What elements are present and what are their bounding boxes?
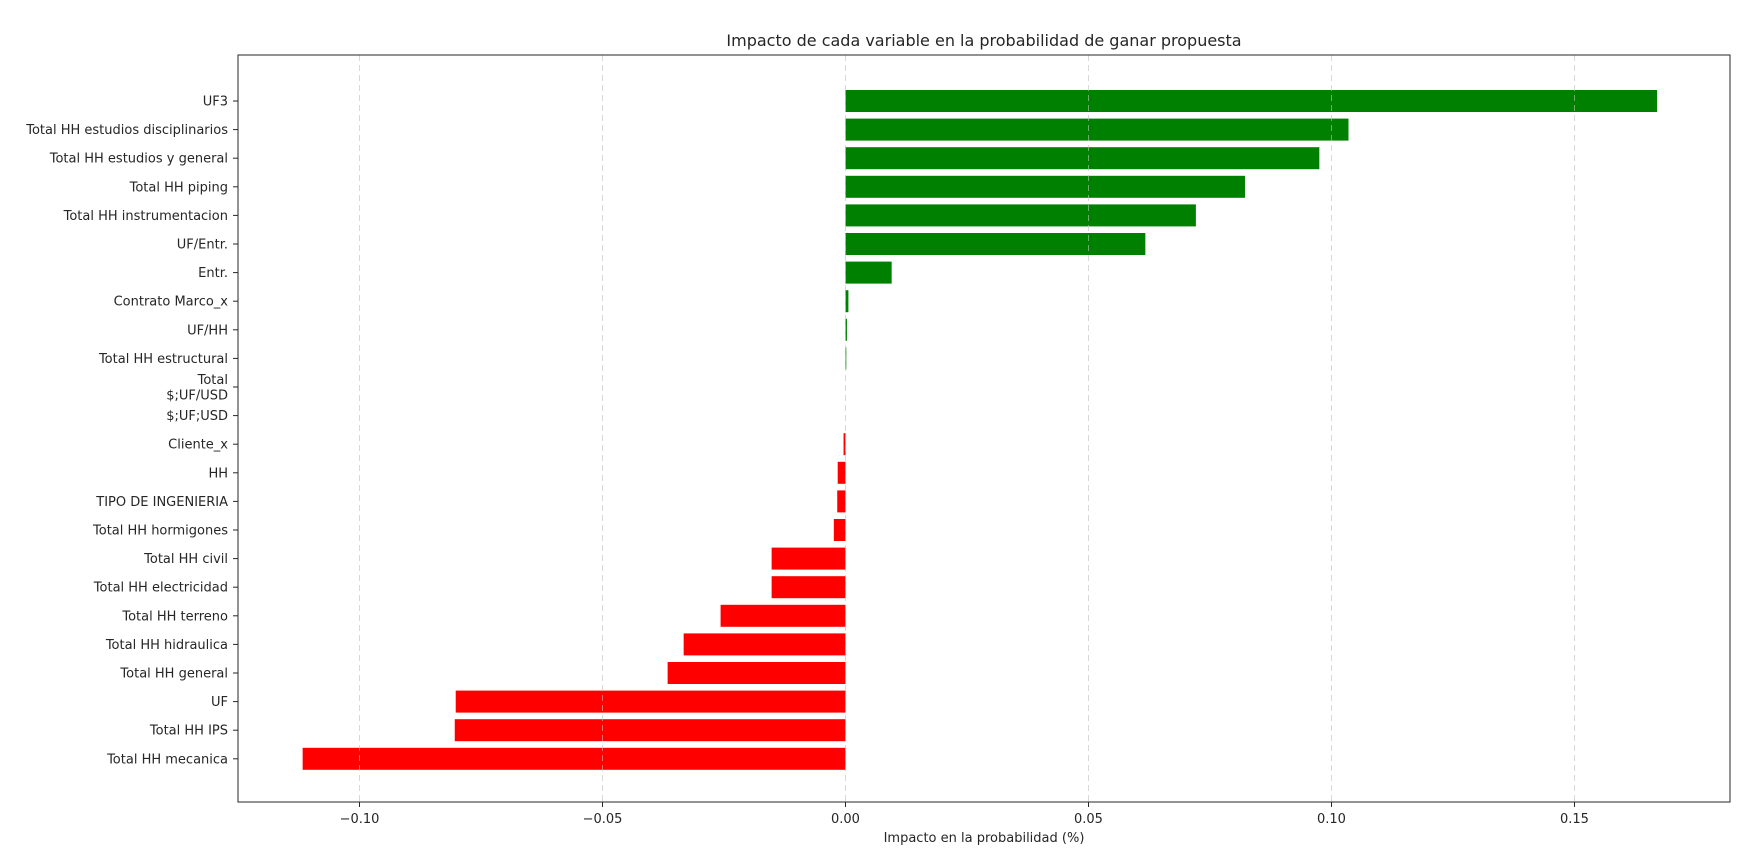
y-tick-label-12: Cliente_x <box>168 438 228 453</box>
x-tick-label-2: 0.00 <box>831 812 860 827</box>
y-tick-label-7: Contrato Marco_x <box>114 295 229 310</box>
bar-5 <box>845 233 1146 255</box>
bar-3 <box>845 175 1245 198</box>
y-tick-label-5: UF/Entr. <box>177 238 228 253</box>
y-tick-label-0: UF3 <box>203 95 228 110</box>
bar-22 <box>454 719 846 742</box>
bar-23 <box>302 747 846 770</box>
x-axis-title: Impacto en la probabilidad (%) <box>884 831 1085 846</box>
x-tick-label-3: 0.05 <box>1074 812 1103 827</box>
bar-6 <box>845 261 892 284</box>
bar-18 <box>720 604 846 627</box>
y-tick-label-2: Total HH estudios y general <box>49 152 228 167</box>
x-tick-label-4: 0.10 <box>1317 812 1346 827</box>
y-tick-label-3: Total HH piping <box>129 180 228 195</box>
bar-7 <box>845 290 849 313</box>
x-tick-label-5: 0.15 <box>1560 812 1589 827</box>
y-tick-label-13: HH <box>208 466 228 481</box>
bar-14 <box>837 490 846 513</box>
y-tick-label-21: UF <box>211 695 228 710</box>
y-tick-label-23: Total HH mecanica <box>106 752 228 767</box>
bar-21 <box>455 690 846 713</box>
y-tick-label-8: UF/HH <box>187 323 228 338</box>
y-tick-label-9: Total HH estructural <box>98 352 228 367</box>
bar-13 <box>837 461 846 484</box>
chart-title: Impacto de cada variable en la probabili… <box>726 31 1241 50</box>
bar-2 <box>845 147 1320 170</box>
y-tick-label-22: Total HH IPS <box>149 724 228 739</box>
y-axis: UF3 Total HH estudios disciplinarios Total… <box>25 95 238 767</box>
x-tick-label-0: −0.10 <box>340 812 380 827</box>
x-tick-label-1: −0.05 <box>583 812 623 827</box>
y-tick-label-4: Total HH instrumentacion <box>63 209 228 224</box>
y-tick-label-20: Total HH general <box>119 667 228 682</box>
bar-8 <box>845 318 847 341</box>
axes-frame <box>237 54 1731 803</box>
y-tick-label-16: Total HH civil <box>143 552 228 567</box>
y-tick-label-17: Total HH electricidad <box>93 581 228 596</box>
y-tick-label-15: Total HH hormigones <box>92 524 228 539</box>
y-tick-label-18: Total HH terreno <box>121 609 228 624</box>
bar-19 <box>683 633 846 656</box>
bar-4 <box>845 204 1196 227</box>
y-tick-label-14: TIPO DE INGENIERIA <box>95 495 228 510</box>
bar-layer <box>302 55 1658 802</box>
bar-12 <box>843 433 846 456</box>
bar-0 <box>845 90 1658 112</box>
y-tick-label-6: Entr. <box>198 266 228 281</box>
y-tick-label-19: Total HH hidraulica <box>105 638 228 653</box>
bar-20 <box>667 662 846 684</box>
y-tick-label-11: $;UF;USD <box>166 409 228 424</box>
y-tick-label-1: Total HH estudios disciplinarios <box>25 123 228 138</box>
x-axis: −0.10 −0.05 0.00 0.05 0.10 0.15 <box>340 802 1589 827</box>
bar-17 <box>771 576 846 599</box>
bar-15 <box>833 519 846 541</box>
bar-16 <box>771 547 846 570</box>
y-tick-label-10: Total $;UF/USD <box>166 373 228 404</box>
bar-1 <box>845 118 1349 141</box>
